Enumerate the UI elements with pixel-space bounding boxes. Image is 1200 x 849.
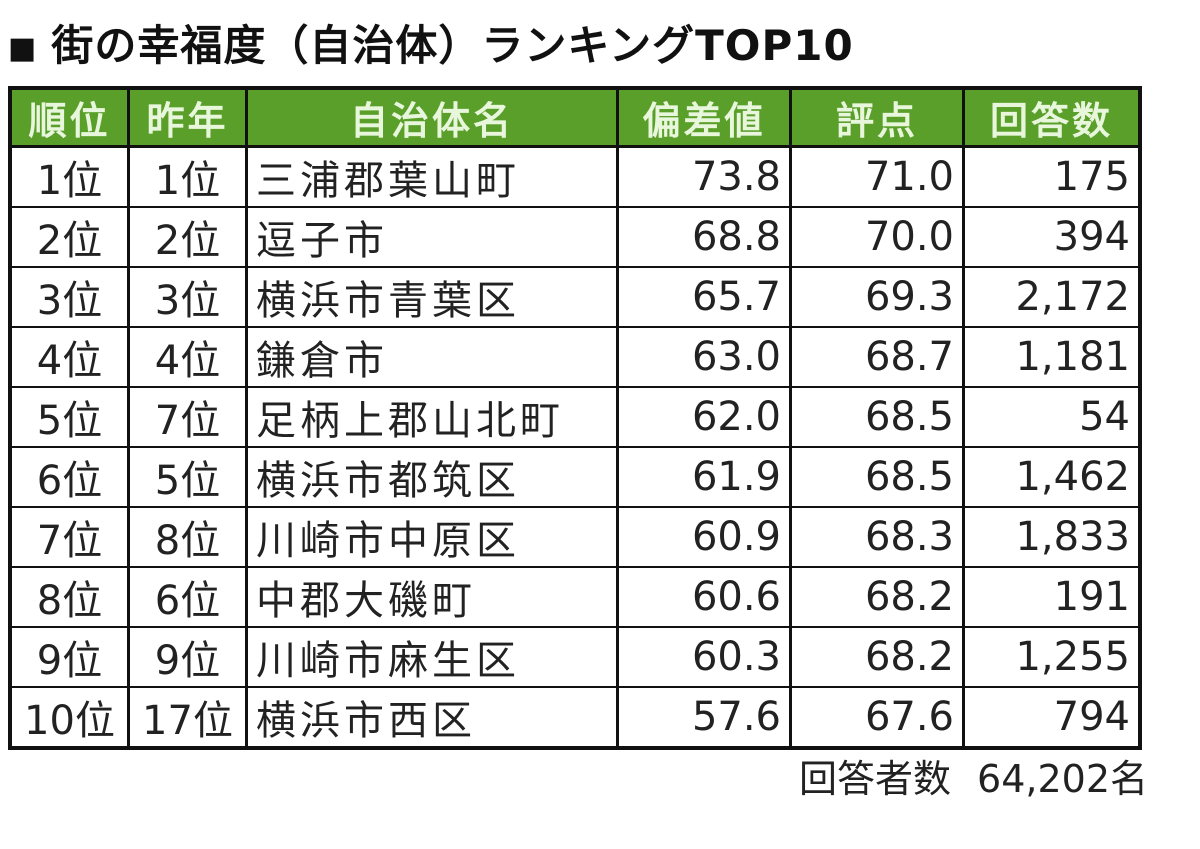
cell-score: 67.6 <box>789 687 964 749</box>
cell-municipality: 横浜市都筑区 <box>245 447 618 508</box>
cell-deviation: 60.3 <box>616 627 791 688</box>
cell-municipality: 鎌倉市 <box>245 327 618 388</box>
table-row: 4位 4位 鎌倉市 63.0 68.7 1,181 <box>8 327 1140 388</box>
cell-rank: 1位 <box>8 146 129 208</box>
cell-last-year: 8位 <box>127 507 247 568</box>
cell-rank: 2位 <box>8 207 129 268</box>
cell-deviation: 63.0 <box>616 327 791 388</box>
cell-responses: 394 <box>962 207 1140 268</box>
ranking-table: 順位 昨年 自治体名 偏差値 評点 回答数 1位 1位 三浦郡葉山町 73.8 71.0… <box>8 86 1142 750</box>
cell-score: 68.2 <box>789 567 964 628</box>
cell-score: 70.0 <box>789 207 964 268</box>
cell-deviation: 57.6 <box>616 687 791 749</box>
table-row: 7位 8位 川崎市中原区 60.9 68.3 1,833 <box>8 507 1140 568</box>
cell-last-year: 6位 <box>127 567 247 628</box>
header-rank: 順位 <box>8 88 129 148</box>
cell-municipality: 三浦郡葉山町 <box>245 146 618 208</box>
header-row: 順位 昨年 自治体名 偏差値 評点 回答数 <box>8 88 1140 148</box>
cell-responses: 54 <box>962 387 1140 448</box>
cell-municipality: 川崎市中原区 <box>245 507 618 568</box>
cell-deviation: 60.6 <box>616 567 791 628</box>
cell-last-year: 17位 <box>127 687 247 749</box>
page-title: ■ 街の幸福度（自治体）ランキングTOP10 <box>8 12 854 73</box>
table-row: 5位 7位 足柄上郡山北町 62.0 68.5 54 <box>8 387 1140 448</box>
respondent-value: 64,202名 <box>977 757 1148 801</box>
cell-responses: 175 <box>962 146 1140 208</box>
table-row: 10位 17位 横浜市西区 57.6 67.6 794 <box>8 687 1140 749</box>
cell-score: 68.5 <box>789 447 964 508</box>
header-score: 評点 <box>789 88 964 148</box>
cell-last-year: 1位 <box>127 146 247 208</box>
cell-responses: 794 <box>962 687 1140 749</box>
header-municipality: 自治体名 <box>245 88 618 148</box>
cell-responses: 2,172 <box>962 267 1140 328</box>
cell-deviation: 62.0 <box>616 387 791 448</box>
cell-rank: 6位 <box>8 447 129 508</box>
cell-score: 71.0 <box>789 146 964 208</box>
cell-rank: 8位 <box>8 567 129 628</box>
table-row: 2位 2位 逗子市 68.8 70.0 394 <box>8 207 1140 268</box>
cell-rank: 3位 <box>8 267 129 328</box>
table-row: 3位 3位 横浜市青葉区 65.7 69.3 2,172 <box>8 267 1140 328</box>
cell-responses: 1,255 <box>962 627 1140 688</box>
table-row: 9位 9位 川崎市麻生区 60.3 68.2 1,255 <box>8 627 1140 688</box>
cell-deviation: 60.9 <box>616 507 791 568</box>
cell-score: 68.5 <box>789 387 964 448</box>
cell-rank: 7位 <box>8 507 129 568</box>
title-text: 街の幸福度（自治体）ランキングTOP10 <box>51 21 854 70</box>
cell-responses: 1,833 <box>962 507 1140 568</box>
cell-municipality: 中郡大磯町 <box>245 567 618 628</box>
cell-deviation: 61.9 <box>616 447 791 508</box>
cell-score: 68.7 <box>789 327 964 388</box>
cell-deviation: 73.8 <box>616 146 791 208</box>
header-responses: 回答数 <box>962 88 1140 148</box>
respondent-count: 回答者数 64,202名 <box>799 748 1148 803</box>
table-row: 1位 1位 三浦郡葉山町 73.8 71.0 175 <box>8 146 1140 208</box>
cell-municipality: 逗子市 <box>245 207 618 268</box>
cell-municipality: 横浜市青葉区 <box>245 267 618 328</box>
cell-municipality: 川崎市麻生区 <box>245 627 618 688</box>
cell-rank: 4位 <box>8 327 129 388</box>
cell-rank: 10位 <box>8 687 129 749</box>
cell-score: 68.3 <box>789 507 964 568</box>
cell-rank: 5位 <box>8 387 129 448</box>
cell-deviation: 68.8 <box>616 207 791 268</box>
header-deviation: 偏差値 <box>616 88 791 148</box>
table-row: 6位 5位 横浜市都筑区 61.9 68.5 1,462 <box>8 447 1140 508</box>
cell-deviation: 65.7 <box>616 267 791 328</box>
cell-municipality: 横浜市西区 <box>245 687 618 749</box>
header-last-year: 昨年 <box>127 88 247 148</box>
cell-last-year: 4位 <box>127 327 247 388</box>
cell-last-year: 3位 <box>127 267 247 328</box>
respondent-label: 回答者数 <box>799 757 952 801</box>
cell-last-year: 2位 <box>127 207 247 268</box>
cell-score: 69.3 <box>789 267 964 328</box>
cell-last-year: 5位 <box>127 447 247 508</box>
cell-responses: 1,181 <box>962 327 1140 388</box>
cell-last-year: 9位 <box>127 627 247 688</box>
cell-rank: 9位 <box>8 627 129 688</box>
square-bullet-icon: ■ <box>8 31 38 66</box>
cell-responses: 1,462 <box>962 447 1140 508</box>
cell-score: 68.2 <box>789 627 964 688</box>
table-row: 8位 6位 中郡大磯町 60.6 68.2 191 <box>8 567 1140 628</box>
cell-last-year: 7位 <box>127 387 247 448</box>
cell-responses: 191 <box>962 567 1140 628</box>
cell-municipality: 足柄上郡山北町 <box>245 387 618 448</box>
